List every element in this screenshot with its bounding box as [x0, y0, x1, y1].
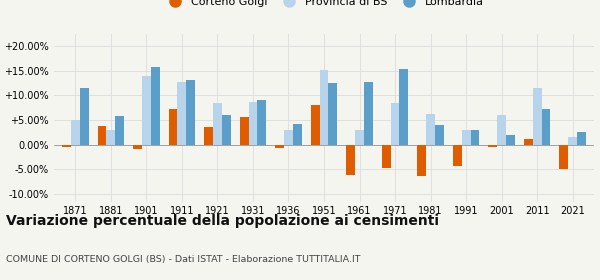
Bar: [364, 81, 373, 145]
Bar: [213, 103, 222, 145]
Bar: [115, 116, 124, 145]
Bar: [355, 130, 364, 145]
Bar: [328, 83, 337, 145]
Bar: [320, 70, 328, 145]
Bar: [204, 127, 213, 145]
Bar: [497, 115, 506, 145]
Bar: [400, 69, 409, 145]
Bar: [426, 114, 435, 145]
Bar: [533, 88, 542, 145]
Bar: [222, 115, 231, 145]
Bar: [248, 102, 257, 145]
Bar: [106, 130, 115, 145]
Bar: [568, 137, 577, 145]
Bar: [80, 88, 89, 145]
Bar: [488, 145, 497, 147]
Bar: [293, 123, 302, 145]
Bar: [133, 145, 142, 149]
Bar: [257, 100, 266, 145]
Bar: [470, 130, 479, 145]
Bar: [382, 145, 391, 168]
Bar: [239, 116, 248, 145]
Bar: [142, 76, 151, 145]
Bar: [187, 80, 195, 145]
Bar: [391, 103, 400, 145]
Bar: [311, 105, 320, 145]
Bar: [151, 67, 160, 145]
Bar: [542, 109, 550, 145]
Bar: [71, 120, 80, 145]
Bar: [577, 132, 586, 145]
Bar: [506, 135, 515, 145]
Bar: [178, 82, 187, 145]
Bar: [98, 127, 106, 145]
Bar: [435, 125, 444, 145]
Bar: [62, 145, 71, 147]
Bar: [284, 130, 293, 145]
Bar: [524, 139, 533, 145]
Bar: [461, 130, 470, 145]
Text: Variazione percentuale della popolazione ai censimenti: Variazione percentuale della popolazione…: [6, 214, 439, 228]
Bar: [169, 109, 178, 145]
Text: COMUNE DI CORTENO GOLGI (BS) - Dati ISTAT - Elaborazione TUTTITALIA.IT: COMUNE DI CORTENO GOLGI (BS) - Dati ISTA…: [6, 255, 361, 264]
Bar: [559, 145, 568, 169]
Bar: [346, 145, 355, 175]
Bar: [417, 145, 426, 176]
Bar: [275, 145, 284, 148]
Legend: Corteno Golgi, Provincia di BS, Lombardia: Corteno Golgi, Provincia di BS, Lombardi…: [160, 0, 488, 11]
Bar: [453, 145, 461, 166]
